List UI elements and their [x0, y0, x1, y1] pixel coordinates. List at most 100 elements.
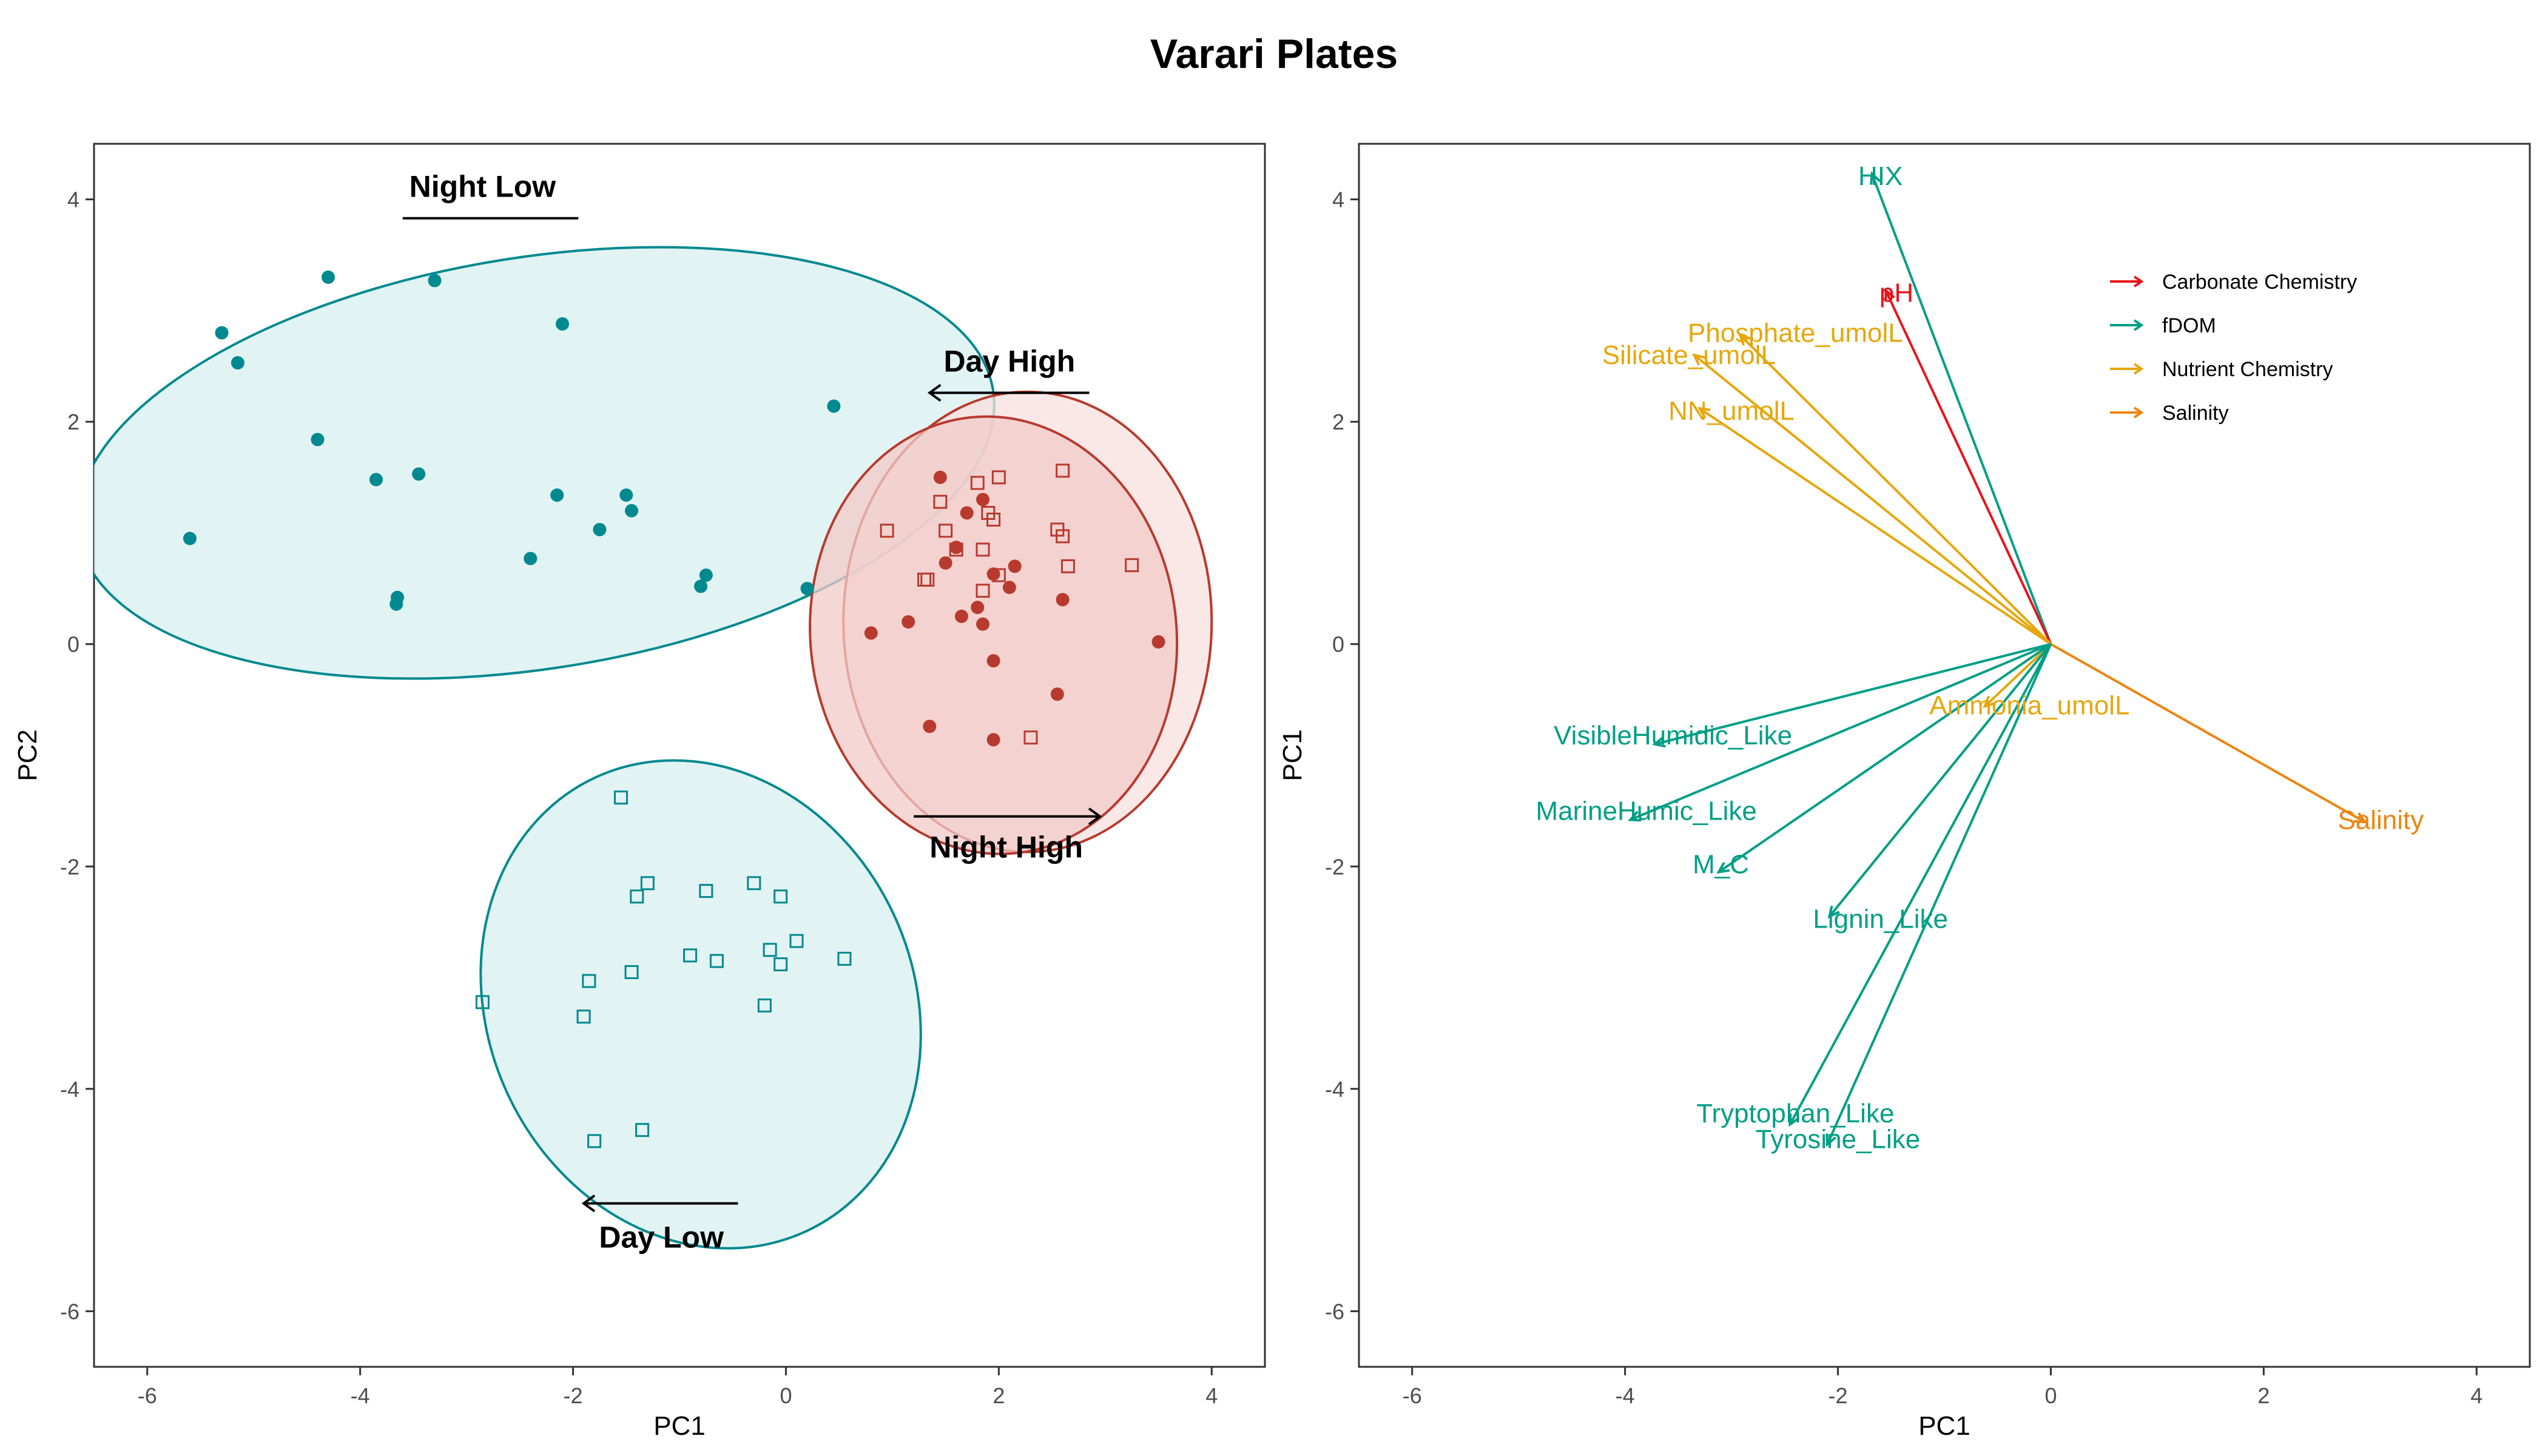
loading-arrowhead — [1870, 171, 1881, 185]
loading-arrowhead — [1692, 353, 1705, 366]
loading-vector — [1870, 173, 2052, 645]
point-day-low — [837, 951, 852, 966]
point-day-low — [576, 1009, 591, 1024]
point-night-high — [986, 654, 1000, 668]
plot-content — [94, 246, 1213, 1250]
point-night-low — [524, 551, 538, 565]
x-tick-label: 0 — [780, 1383, 792, 1408]
legend-label: Nutrient Chemistry — [2162, 358, 2333, 381]
loading-arrowhead — [1983, 695, 1996, 709]
y-tick-label: -6 — [1325, 1299, 1344, 1324]
x-tick-label: 4 — [1205, 1383, 1218, 1408]
point-day-high — [1056, 529, 1070, 544]
point-night-high — [939, 556, 952, 570]
annotation-arrowhead — [1088, 807, 1102, 826]
point-night-high — [971, 601, 985, 615]
point-night-high — [1050, 687, 1064, 701]
y-axis-label: PC2 — [13, 729, 42, 781]
y-tick-label: 0 — [1332, 632, 1344, 657]
legend-key-arrow — [2133, 406, 2144, 419]
y-tick-label: 4 — [1332, 187, 1344, 212]
pca-scores-plot: -6 -4 -2 0 2 4 -6 -4 -2 0 2 4 PC1 PC2 Night Low Day Hig… — [13, 143, 1266, 1441]
y-tick-label: -2 — [60, 854, 79, 879]
point-night-low — [215, 326, 229, 340]
point-day-low — [614, 790, 628, 805]
y-tick-label: 0 — [67, 632, 79, 657]
point-night-low — [625, 504, 639, 517]
legend-label: fDOM — [2162, 314, 2216, 337]
point-night-low — [699, 568, 713, 582]
annotation-arrowhead — [581, 1194, 596, 1213]
loading-arrowhead — [1788, 1113, 1800, 1127]
point-night-low — [428, 274, 442, 288]
point-day-high — [976, 584, 990, 598]
loading-arrowhead — [1825, 1133, 1837, 1147]
x-tick-label: 0 — [2044, 1383, 2057, 1408]
x-tick-label: -2 — [564, 1383, 583, 1408]
point-day-high — [1056, 463, 1070, 478]
legend-key-arrow — [2133, 275, 2144, 288]
loading-arrowhead — [1884, 288, 1895, 302]
y-axis-label: PC1 — [1278, 729, 1307, 781]
ellipse-night-low — [94, 246, 996, 680]
point-night-low — [800, 582, 814, 596]
y-tick-label: 2 — [1332, 410, 1344, 434]
point-day-high — [933, 494, 948, 509]
x-tick-label: 2 — [993, 1383, 1005, 1408]
point-night-high — [960, 506, 974, 520]
point-night-low — [311, 433, 325, 447]
annotation-arrowhead — [927, 383, 942, 402]
legend-key-arrow — [2133, 319, 2144, 331]
ellipse-day-high — [809, 415, 1179, 855]
point-night-low — [389, 597, 403, 611]
x-axis-label: PC1 — [653, 1411, 706, 1441]
point-day-low — [640, 876, 655, 891]
y-tick-label: -4 — [60, 1077, 79, 1102]
point-day-low — [763, 943, 777, 957]
legend-key-arrow — [2133, 363, 2144, 375]
y-tick-label: 4 — [67, 187, 79, 212]
point-night-low — [550, 488, 564, 502]
point-day-low — [582, 974, 596, 988]
x-tick-label: 2 — [2257, 1383, 2270, 1408]
point-day-low — [624, 965, 639, 979]
legend-label: Salinity — [2162, 402, 2229, 425]
x-tick-label: -6 — [138, 1383, 157, 1408]
legend-label: Carbonate Chemistry — [2162, 271, 2357, 294]
loading-label: M_C — [1693, 850, 1749, 880]
point-day-low — [630, 889, 644, 904]
loading-label: Silicate_umolL — [1602, 340, 1776, 370]
point-night-high — [976, 617, 990, 631]
loading-vector — [1654, 642, 2051, 746]
point-night-high — [1056, 593, 1070, 607]
point-day-low — [635, 1123, 650, 1138]
point-day-low — [475, 995, 490, 1009]
point-night-low — [827, 399, 841, 413]
point-day-high — [920, 572, 935, 587]
loading-arrowhead — [1716, 861, 1730, 874]
point-day-low — [699, 884, 713, 898]
loading-label: Salinity — [2337, 805, 2424, 835]
point-day-low — [789, 934, 804, 948]
loading-label: pH — [1879, 278, 1913, 308]
y-tick-label: -4 — [1325, 1077, 1344, 1102]
point-day-high — [970, 476, 985, 490]
annotation-label: Night High — [929, 830, 1083, 864]
point-day-low — [587, 1134, 602, 1148]
loading-arrowhead — [1652, 736, 1666, 748]
point-day-high — [949, 542, 963, 557]
point-night-low — [412, 467, 426, 481]
point-day-high — [880, 524, 894, 538]
y-tick-label: -2 — [1325, 854, 1344, 879]
loading-label: Phosphate_umolL — [1688, 318, 1903, 348]
loading-vector — [2050, 642, 2366, 823]
x-tick-label: -2 — [1828, 1383, 1848, 1408]
x-tick-label: -4 — [351, 1383, 370, 1408]
point-day-high — [1125, 558, 1139, 573]
pca-loadings-biplot: -6 -4 -2 0 2 4 -6 -4 -2 0 2 4 PC1 PC1 HIX pH Phosphate_u… — [1278, 143, 2531, 1441]
point-day-low — [709, 954, 724, 968]
point-night-low — [231, 356, 244, 370]
loading-label: Tryptophan_Like — [1696, 1099, 1894, 1128]
point-day-low — [774, 889, 788, 904]
